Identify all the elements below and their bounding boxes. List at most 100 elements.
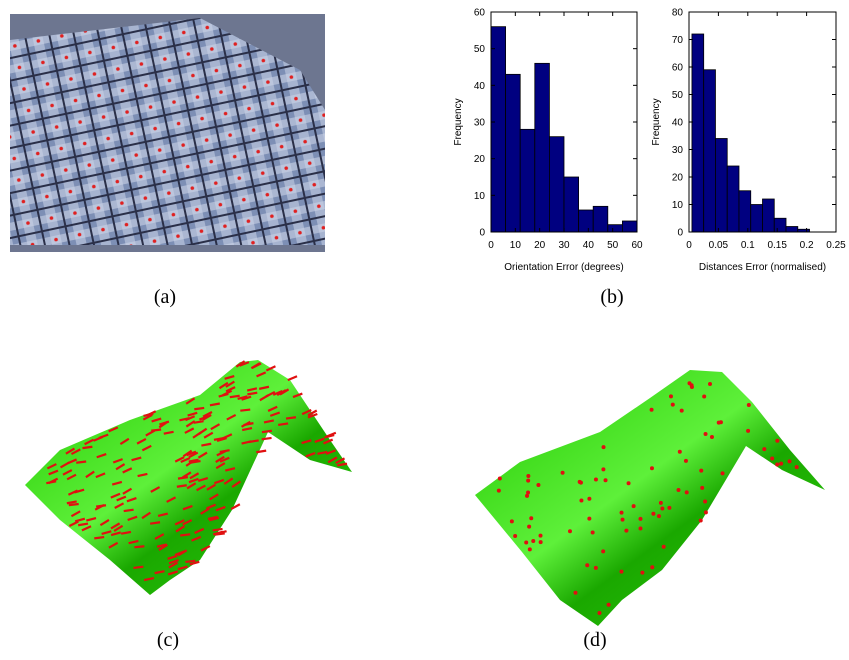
point [632,504,636,508]
bar [564,177,579,232]
point [795,465,799,469]
point [651,512,655,516]
normal-vector [150,522,160,523]
x-tick-label: 0.05 [709,240,729,251]
point [604,478,608,482]
point [699,519,703,523]
point [620,511,624,515]
normal-vector [151,429,161,430]
figure: (a) (b) (c) (d) 010203040506001020304050… [0,0,849,660]
point [621,518,625,522]
point [594,477,598,481]
point [602,445,606,449]
bar [491,27,506,232]
point [775,463,779,467]
point [762,447,766,451]
point [788,459,792,463]
bar [774,218,786,232]
y-tick-label: 0 [479,228,485,239]
point [536,483,540,487]
point [657,514,661,518]
bar [608,225,623,232]
point [497,489,501,493]
point [601,467,605,471]
point [526,479,530,483]
normal-vector [134,546,144,547]
bar [692,34,704,232]
point [779,462,783,466]
point [587,517,591,521]
normal-vector [96,505,106,506]
caption: (c) [157,629,179,651]
y-axis-label: Frequency [651,98,662,145]
point [579,498,583,502]
point [529,516,533,520]
point [704,510,708,514]
point [640,571,644,575]
x-axis-label: Distances Error (normalised) [699,262,826,273]
bar [704,70,716,232]
normal-vector [69,504,79,505]
y-tick-label: 10 [474,191,486,202]
point [594,566,598,570]
point [660,507,664,511]
point [638,517,642,521]
point [650,565,654,569]
bar [593,206,608,232]
point [710,435,714,439]
bar [751,205,763,233]
bar [715,139,727,233]
point [746,429,750,433]
x-tick-label: 0.2 [800,240,814,251]
y-tick-label: 50 [474,44,486,55]
point [607,603,611,607]
normal-vector [288,376,297,380]
normal-vector [180,534,190,535]
y-tick-label: 0 [677,228,683,239]
y-tick-label: 20 [672,173,684,184]
point [587,497,591,501]
x-axis-label: Orientation Error (degrees) [504,262,624,273]
point [525,494,529,498]
point [770,456,774,460]
y-tick-label: 30 [474,118,486,129]
normal-vector [194,408,204,409]
y-tick-label: 10 [672,200,684,211]
point [510,519,514,523]
x-tick-label: 10 [510,240,522,251]
y-tick-label: 60 [474,8,486,19]
page: {"captions": ["(a)", "(b)", "(c)", "(d)"… [0,0,849,660]
point [702,395,706,399]
x-tick-label: 40 [583,240,595,251]
point [568,529,572,533]
point [747,403,751,407]
point [659,501,663,505]
point [775,439,779,443]
point [498,476,502,480]
x-tick-label: 50 [607,240,619,251]
point [627,481,631,485]
x-tick-label: 0 [686,240,692,251]
point [700,486,704,490]
point [684,459,688,463]
point [721,471,725,475]
x-tick-label: 0.15 [767,240,787,251]
point [680,409,684,413]
y-tick-label: 80 [672,8,684,19]
point [703,500,707,504]
normal-vector [213,529,223,530]
normal-vector [217,531,227,533]
x-tick-label: 0.25 [826,240,846,251]
bar [535,63,550,232]
point [690,383,694,387]
caption: (a) [154,286,176,308]
x-tick-label: 0 [488,240,494,251]
normal-vector [262,431,272,432]
point [650,408,654,412]
point [624,529,628,533]
point [677,488,681,492]
bar [622,221,637,232]
y-tick-label: 60 [672,63,684,74]
bar [549,137,564,232]
normal-vector [177,485,187,486]
